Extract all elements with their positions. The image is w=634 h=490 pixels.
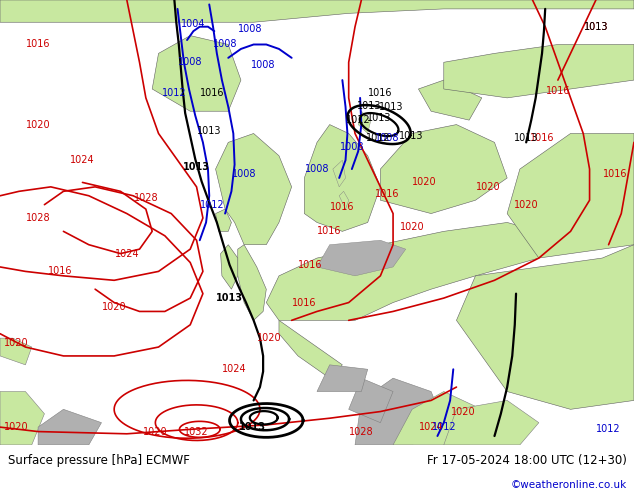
Text: 1016: 1016 (318, 226, 342, 236)
Text: 1008: 1008 (305, 164, 329, 174)
Text: 1028: 1028 (349, 427, 373, 438)
Polygon shape (279, 320, 342, 378)
Text: 1016: 1016 (330, 202, 354, 212)
Text: 1016: 1016 (546, 86, 570, 96)
Text: 1008: 1008 (232, 169, 256, 178)
Text: 1012: 1012 (346, 115, 370, 125)
Polygon shape (355, 378, 444, 445)
Polygon shape (358, 111, 371, 133)
Text: 1020: 1020 (476, 182, 500, 192)
Polygon shape (266, 222, 539, 320)
Text: 1028: 1028 (26, 213, 50, 223)
Text: 1013: 1013 (183, 162, 210, 172)
Text: 1008: 1008 (375, 133, 399, 143)
Text: 1016: 1016 (292, 297, 316, 308)
Text: 1013: 1013 (239, 422, 266, 432)
Polygon shape (221, 245, 238, 289)
Polygon shape (380, 124, 507, 214)
Polygon shape (238, 245, 266, 320)
Polygon shape (0, 0, 634, 22)
Text: Surface pressure [hPa] ECMWF: Surface pressure [hPa] ECMWF (8, 454, 190, 467)
Text: 1024: 1024 (419, 422, 443, 432)
Text: Fr 17-05-2024 18:00 UTC (12+30): Fr 17-05-2024 18:00 UTC (12+30) (427, 454, 626, 467)
Text: 1020: 1020 (4, 422, 29, 432)
Text: 1013: 1013 (399, 131, 423, 141)
Polygon shape (38, 409, 101, 445)
Text: 1012: 1012 (596, 424, 621, 434)
Text: 1020: 1020 (257, 333, 281, 343)
Text: 1016: 1016 (530, 133, 554, 143)
Polygon shape (333, 160, 346, 187)
Text: 1013: 1013 (379, 102, 403, 112)
Text: 1016: 1016 (26, 40, 50, 49)
Text: 1020: 1020 (26, 120, 50, 129)
Text: 1016: 1016 (368, 88, 392, 98)
Text: 1008: 1008 (340, 142, 364, 152)
Text: 1004: 1004 (181, 20, 205, 29)
Text: 1020: 1020 (4, 338, 29, 347)
Polygon shape (418, 80, 482, 120)
Text: 1008: 1008 (238, 24, 262, 34)
Polygon shape (317, 240, 406, 276)
Text: 1008: 1008 (178, 57, 202, 67)
Text: 1013: 1013 (358, 101, 382, 111)
Text: 1013: 1013 (584, 22, 608, 32)
Text: 1012: 1012 (432, 422, 456, 432)
Text: 1020: 1020 (400, 222, 424, 232)
Text: 1013: 1013 (367, 113, 391, 123)
Text: 1012: 1012 (200, 199, 224, 210)
Text: 1013: 1013 (584, 22, 608, 32)
Text: 1013: 1013 (216, 293, 243, 303)
Polygon shape (317, 365, 368, 392)
Text: 1016: 1016 (299, 260, 323, 270)
Polygon shape (0, 392, 44, 445)
Text: 1016: 1016 (603, 169, 627, 178)
Text: 1024: 1024 (223, 364, 247, 374)
Polygon shape (152, 36, 241, 111)
Text: 1013: 1013 (514, 133, 538, 143)
Polygon shape (444, 45, 634, 98)
Polygon shape (393, 392, 482, 445)
Polygon shape (216, 133, 292, 245)
Polygon shape (456, 245, 634, 409)
Text: ©weatheronline.co.uk: ©weatheronline.co.uk (510, 480, 626, 490)
Text: 1012: 1012 (162, 88, 186, 98)
Text: 1016: 1016 (48, 267, 72, 276)
Polygon shape (507, 133, 634, 258)
Polygon shape (349, 378, 393, 423)
Polygon shape (304, 124, 380, 231)
Text: 1032: 1032 (184, 427, 209, 438)
Polygon shape (339, 191, 349, 209)
Text: 1024: 1024 (70, 155, 94, 165)
Text: 1020: 1020 (514, 199, 538, 210)
Text: 1008: 1008 (251, 59, 275, 70)
Polygon shape (0, 338, 32, 365)
Text: 1013: 1013 (197, 126, 221, 136)
Polygon shape (444, 400, 539, 445)
Text: 1008: 1008 (213, 40, 237, 49)
Text: 1020: 1020 (451, 407, 475, 416)
Text: 1020: 1020 (102, 302, 126, 312)
Text: 1016: 1016 (200, 88, 224, 98)
Text: 1024: 1024 (115, 248, 139, 259)
Text: 1020: 1020 (413, 177, 437, 187)
Text: 1020: 1020 (143, 427, 167, 438)
Text: 1028: 1028 (134, 193, 158, 203)
Text: 1016: 1016 (375, 189, 399, 198)
Text: 1012: 1012 (366, 133, 391, 143)
Polygon shape (216, 209, 231, 231)
